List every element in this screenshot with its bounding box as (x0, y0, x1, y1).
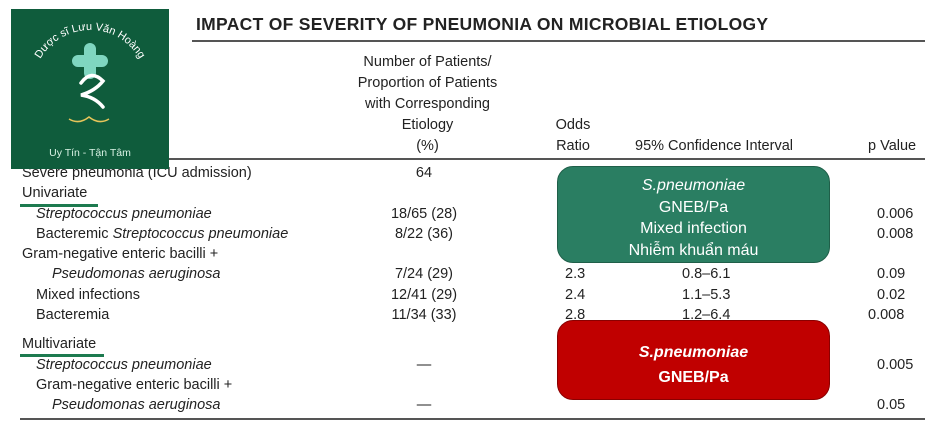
row-ci: 0.8–6.1 (682, 266, 731, 282)
header-patients-line: Etiology (401, 117, 454, 133)
header-p-value: p Value (868, 138, 917, 154)
annotation-line: GNEB/Pa (658, 198, 729, 216)
annotation-line: Nhiễm khuẩn máu (628, 241, 759, 259)
row-label: Bacteremic Streptococcus pneumoniae (36, 226, 288, 242)
table-title: IMPACT OF SEVERITY OF PNEUMONIA ON MICRO… (196, 14, 769, 34)
annotation-line: GNEB/Pa (658, 369, 729, 386)
logo-emblem-icon: Dược sĩ Lưu Văn Hoàng (33, 21, 147, 123)
univariate-label: Univariate (22, 185, 88, 201)
row-label: Gram-negative enteric bacilli + (36, 377, 233, 393)
row-patients: 18/65 (28) (390, 206, 458, 222)
row-p-value: 0.006 (877, 206, 914, 222)
row-p-value: 0.008 (868, 307, 905, 323)
row-patients: 7/24 (29) (394, 266, 454, 282)
row-label-plain: Bacteremic (36, 226, 113, 242)
header-patients: Number of Patients/ Proportion of Patien… (340, 52, 515, 157)
row-odds: 2.8 (565, 307, 586, 323)
row-patients: 8/22 (36) (394, 226, 454, 242)
header-patients-line: with Corresponding (365, 96, 490, 112)
header-odds-line: Ratio (556, 138, 590, 154)
row-patients: 11/34 (33) (391, 307, 457, 323)
brand-logo: Dược sĩ Lưu Văn Hoàng Uy Tín - Tận Tâm (11, 9, 169, 169)
top-rule (192, 40, 925, 42)
bottom-rule (20, 418, 925, 420)
annotation-line: S.pneumoniae (641, 177, 746, 194)
logo-motto: Uy Tín - Tận Tâm (49, 147, 131, 159)
row-label: Streptococcus pneumoniae (36, 206, 212, 222)
row-patients: 12/41 (29) (390, 287, 458, 303)
annotation-box-multivariate: S.pneumoniae GNEB/Pa (557, 320, 830, 400)
row-label: Bacteremia (36, 307, 110, 323)
row-patients: — (416, 397, 432, 413)
annotation-box-univariate: S.pneumoniae GNEB/Pa Mixed infection Nhi… (557, 166, 830, 263)
severe-row-label: Severe pneumonia (ICU admission) (22, 165, 252, 181)
row-odds: 2.3 (565, 266, 586, 282)
cross-icon (72, 43, 108, 79)
header-patients-line: Number of Patients/ (363, 54, 492, 70)
header-patients-line: (%) (416, 138, 439, 154)
row-p-value: 0.09 (877, 266, 906, 282)
annotation-line: S.pneumoniae (638, 344, 749, 361)
multivariate-label: Multivariate (22, 336, 97, 352)
row-label: Pseudomonas aeruginosa (52, 266, 221, 282)
row-p-value: 0.005 (877, 357, 914, 373)
severe-row-patients: 64 (415, 165, 433, 181)
univariate-underline (20, 204, 98, 207)
header-rule (20, 158, 925, 160)
row-p-value: 0.02 (877, 287, 906, 303)
row-odds: 2.4 (565, 287, 586, 303)
row-label-italic: Streptococcus pneumoniae (112, 226, 289, 242)
row-label: Mixed infections (36, 287, 140, 303)
multivariate-underline (20, 354, 104, 357)
row-label: Pseudomonas aeruginosa (52, 397, 221, 413)
header-patients-line: Proportion of Patients (357, 75, 498, 91)
row-ci: 1.2–6.4 (682, 307, 731, 323)
row-patients: — (416, 357, 432, 373)
annotation-line: Mixed infection (640, 220, 747, 237)
header-ci: 95% Confidence Interval (635, 138, 793, 154)
row-p-value: 0.008 (877, 226, 914, 242)
header-odds-line: Odds (555, 117, 591, 133)
row-p-value: 0.05 (877, 397, 906, 413)
row-label: Gram-negative enteric bacilli + (22, 246, 219, 262)
row-ci: 1.1–5.3 (682, 287, 731, 303)
header-odds: Odds Ratio (540, 115, 606, 157)
row-label: Streptococcus pneumoniae (36, 357, 212, 373)
